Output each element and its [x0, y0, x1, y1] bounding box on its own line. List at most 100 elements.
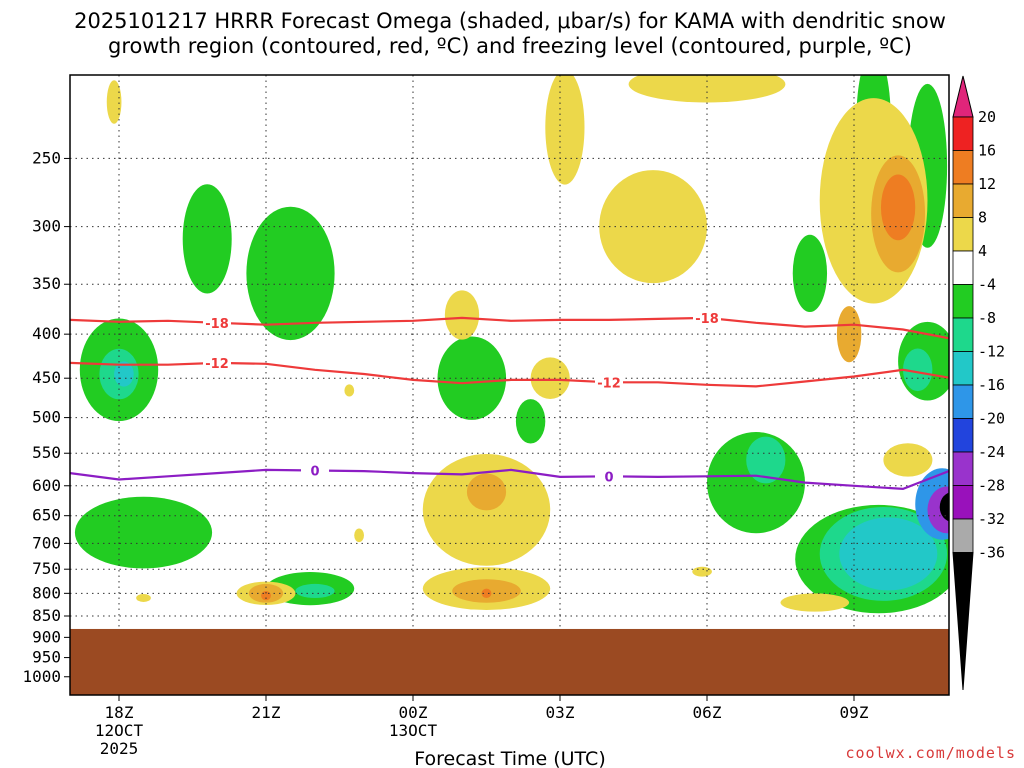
colorbar-segment-9: [952, 418, 974, 453]
ground-surface: [70, 628, 949, 695]
omega-region-neg36-0: [939, 492, 949, 522]
temperature-contours: -18 -18 -12 -12 0 0: [70, 309, 949, 491]
chart-title-line2: growth region (contoured, red, ºC) and f…: [108, 34, 912, 58]
y-tick-label-250: 250: [32, 148, 61, 167]
colorbar-label--20: -20: [978, 410, 1005, 428]
y-tick-label-300: 300: [32, 217, 61, 236]
omega-region-4-11: [444, 290, 480, 340]
x-tick-year: 2025: [100, 739, 139, 758]
colorbar-label-8: 8: [978, 209, 987, 227]
contour-line-0: [70, 468, 949, 491]
colorbar-segment-2: [952, 183, 974, 218]
contour-label--18: -18: [695, 312, 719, 327]
y-tick-label-800: 800: [32, 583, 61, 602]
omega-region-neg12-1: [839, 517, 938, 591]
y-tick-label-1000: 1000: [22, 667, 61, 686]
colorbar-segment-12: [952, 518, 974, 553]
omega-region-4-13: [136, 593, 151, 602]
colorbar-segment-4: [952, 250, 974, 285]
x-tick-date-12OCT: 12OCT: [95, 721, 144, 740]
omega-region-4-7: [780, 593, 850, 612]
x-tick-label-03Z: 03Z: [546, 703, 575, 722]
y-tick-label-950: 950: [32, 648, 61, 667]
contour-label-bg: [595, 468, 623, 484]
omega-region-4-14: [106, 80, 122, 124]
contour-label-bg: [301, 462, 329, 478]
colorbar-segment-11: [952, 485, 974, 520]
omega-region-4-6: [883, 443, 933, 477]
colorbar-top-triangle: [952, 75, 974, 118]
chart-title-line1: 2025101217 HRRR Forecast Omega (shaded, …: [74, 9, 946, 33]
colorbar-label-16: 16: [978, 142, 996, 160]
contour-label--12: -12: [205, 357, 229, 372]
colorbar-bottom-triangle: [952, 552, 974, 691]
colorbar-segment-0: [952, 116, 974, 151]
omega-region-4-8: [344, 384, 355, 397]
omega-region-12-0: [880, 174, 916, 241]
omega-region-4-15: [628, 75, 786, 103]
colorbar-label-12: 12: [978, 175, 996, 193]
y-tick-label-600: 600: [32, 476, 61, 495]
omega-region-neg8-4: [295, 583, 335, 599]
contour-label--18: -18: [205, 317, 229, 332]
colorbar-label--4: -4: [978, 276, 996, 294]
y-tick-label-650: 650: [32, 506, 61, 525]
x-axis-title: Forecast Time (UTC): [414, 748, 605, 768]
omega-region-4-9: [354, 528, 364, 543]
credit-text: coolwx.com/models: [845, 744, 1016, 762]
y-tick-label-550: 550: [32, 443, 61, 462]
colorbar-label--16: -16: [978, 376, 1005, 394]
contour-label-bg: [203, 354, 231, 370]
y-tick-label-400: 400: [32, 324, 61, 343]
colorbar-segment-6: [952, 317, 974, 352]
colorbar-label--28: -28: [978, 477, 1005, 495]
colorbar-label--12: -12: [978, 343, 1005, 361]
x-tick-label-21Z: 21Z: [252, 703, 281, 722]
colorbar-segment-3: [952, 217, 974, 252]
contour-label-bg: [203, 314, 231, 330]
y-tick-label-850: 850: [32, 606, 61, 625]
omega-region-neg8-1: [746, 436, 786, 484]
omega-region-8-0: [466, 473, 507, 511]
colorbar-segment-5: [952, 284, 974, 319]
colorbar-label--32: -32: [978, 510, 1005, 528]
colorbar-segment-8: [952, 384, 974, 419]
colorbar-label--24: -24: [978, 443, 1005, 461]
omega-region-8-4: [836, 306, 862, 363]
colorbar-label--8: -8: [978, 309, 996, 327]
colorbar-label-4: 4: [978, 242, 987, 260]
omega-region-12-2: [481, 588, 492, 598]
omega-region-4-12: [692, 566, 712, 577]
contour-label-0: 0: [310, 465, 319, 480]
omega-region-neg4-1: [182, 184, 232, 294]
omega-region-4-10: [530, 357, 570, 399]
x-tick-label-09Z: 09Z: [840, 703, 869, 722]
y-axis: 250 300 350 400 450 500 550 600 650 700 750 800 850 9…: [22, 148, 70, 686]
colorbar-segment-7: [952, 351, 974, 386]
x-tick-label-06Z: 06Z: [693, 703, 722, 722]
y-tick-label-450: 450: [32, 368, 61, 387]
y-tick-label-500: 500: [32, 408, 61, 427]
x-tick-label-00Z: 00Z: [399, 703, 428, 722]
x-tick-label-18Z: 18Z: [105, 703, 134, 722]
y-tick-label-900: 900: [32, 627, 61, 646]
omega-region-neg8-3: [903, 348, 933, 392]
plot-frame: [69, 74, 950, 696]
omega-region-neg4-2: [246, 206, 335, 341]
omega-shading: [74, 75, 949, 614]
colorbar-label--36: -36: [978, 544, 1005, 562]
x-tick-date-13OCT: 13OCT: [389, 721, 438, 740]
omega-region-neg4-5: [74, 496, 213, 569]
colorbar-segment-1: [952, 150, 974, 185]
contour-label-bg: [693, 309, 721, 325]
omega-region-neg4-4: [515, 399, 546, 444]
contour-label-0: 0: [604, 470, 613, 485]
colorbar: 20 16 12 8 4 -4 -8 -12 -16 -20 -24 -28 -32 -36: [952, 75, 1005, 691]
colorbar-segment-10: [952, 451, 974, 486]
contour-label-bg: [595, 374, 623, 390]
y-tick-label-750: 750: [32, 559, 61, 578]
omega-region-4-3: [545, 75, 585, 185]
plot-area: -18 -18 -12 -12 0 0: [70, 75, 949, 695]
